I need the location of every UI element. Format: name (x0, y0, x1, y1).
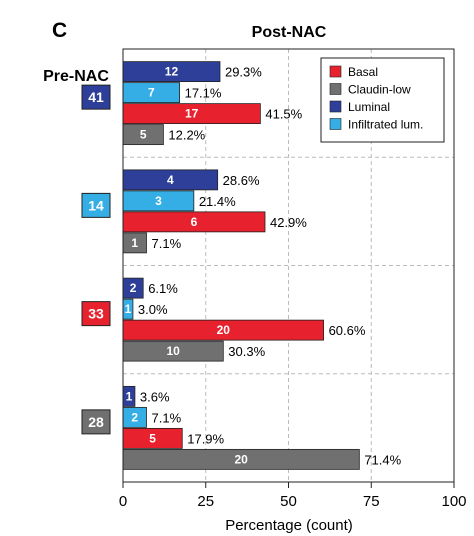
pre-nac-group-labels: 41 14 33 28 (81, 84, 111, 435)
legend-box (320, 57, 445, 143)
group-badge (81, 409, 111, 435)
bar-percent-label: 17.9% (187, 431, 224, 446)
x-tick-label: 75 (363, 493, 380, 510)
group-badge (81, 84, 111, 110)
group-badge (81, 192, 111, 218)
row-axis-title: Pre-NAC (43, 68, 109, 85)
panel-label: C (52, 19, 67, 42)
bar-count-label: 5 (149, 431, 156, 445)
bar-percent-label: 41.5% (265, 107, 302, 122)
legend-swatch (329, 118, 342, 130)
bar-count-label: 2 (130, 281, 137, 295)
bar-percent-label: 6.1% (148, 281, 178, 296)
bar-count-label: 6 (191, 215, 198, 229)
bar-percent-label: 7.1% (152, 236, 182, 251)
group-label: 14 (88, 197, 104, 213)
legend: Basal Claudin-low Luminal Infiltrated lum. (320, 57, 445, 143)
bar-percent-label: 3.0% (138, 302, 168, 317)
bar-percent-label: 30.3% (228, 344, 265, 359)
bar-percent-label: 29.3% (225, 65, 262, 80)
legend-swatch (329, 65, 342, 78)
bar-count-label: 5 (140, 128, 147, 142)
legend-label: Luminal (348, 100, 390, 114)
bar-count-label: 20 (234, 452, 248, 466)
group-badge (81, 301, 111, 327)
x-axis: 0 25 50 75 100 (119, 482, 467, 510)
bar-count-label: 1 (125, 302, 132, 316)
bar-percent-label: 21.4% (199, 194, 236, 209)
x-tick-label: 50 (280, 493, 297, 510)
legend-swatch (329, 83, 342, 95)
bar-percent-label: 3.6% (140, 389, 170, 404)
group-label: 28 (88, 414, 104, 430)
bar-percent-label: 12.2% (168, 128, 205, 143)
bar-percent-label: 17.1% (185, 86, 222, 101)
bar-percent-label: 42.9% (270, 215, 307, 230)
x-tick-label: 25 (197, 493, 214, 510)
bar-count-label: 10 (166, 344, 180, 358)
x-axis-label: Percentage (count) (225, 517, 353, 534)
legend-swatch (329, 100, 342, 113)
bar-percent-label: 7.1% (152, 410, 182, 425)
group-label: 33 (88, 306, 104, 322)
chart-title: Post-NAC (252, 24, 327, 41)
legend-label: Infiltrated lum. (348, 118, 423, 132)
bar-percent-label: 71.4% (364, 452, 401, 467)
x-tick-label: 100 (441, 493, 466, 510)
bar-count-label: 2 (131, 410, 138, 424)
bar-count-label: 12 (165, 65, 179, 79)
legend-label: Claudin-low (348, 83, 411, 97)
bar-count-label: 1 (131, 236, 138, 250)
bar-count-label: 7 (148, 86, 155, 100)
bar-count-label: 1 (126, 389, 133, 403)
bar-count-label: 3 (155, 194, 162, 208)
bar-percent-label: 28.6% (223, 173, 260, 188)
bar-count-label: 17 (185, 107, 199, 121)
x-tick-label: 0 (119, 493, 127, 510)
bar-count-label: 4 (167, 173, 174, 187)
bars: 12 29.3%7 17.1%17 41.5%5 12.2%4 28.6%3 21.4%6 4… (122, 61, 402, 470)
bar-count-label: 20 (217, 323, 231, 337)
legend-label: Basal (348, 65, 378, 79)
bar-percent-label: 60.6% (329, 323, 366, 338)
group-label: 41 (88, 89, 104, 105)
